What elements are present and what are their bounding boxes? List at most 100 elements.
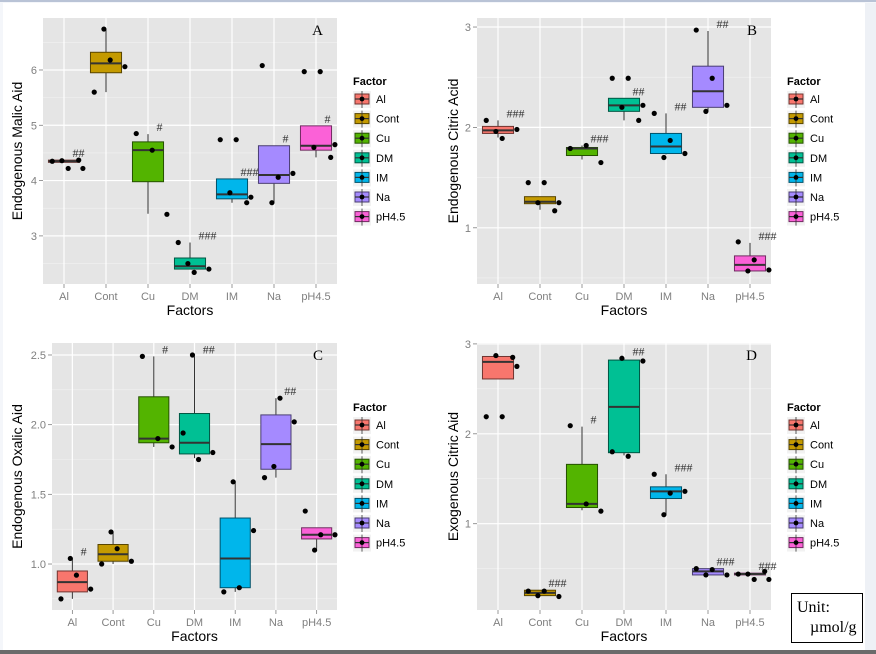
legend-label: DM bbox=[376, 479, 393, 491]
legend-item-Al: Al bbox=[353, 91, 386, 108]
y-tick-label: 3 bbox=[31, 231, 37, 243]
significance-mark: # bbox=[162, 342, 168, 356]
legend-key-point bbox=[793, 175, 799, 180]
data-point bbox=[244, 200, 250, 206]
legend-key-point bbox=[359, 155, 365, 161]
x-tick-label: pH4.5 bbox=[735, 617, 764, 629]
y-tick-label: 1 bbox=[465, 519, 471, 531]
legend-label: Na bbox=[810, 518, 825, 530]
box-Cont: ### bbox=[523, 576, 567, 600]
unit-box: Unit: µmol/g bbox=[791, 593, 863, 643]
data-point bbox=[567, 145, 573, 152]
legend-key-point bbox=[359, 135, 365, 141]
x-tick-label: DM bbox=[181, 291, 198, 303]
data-point bbox=[619, 355, 625, 361]
data-point bbox=[762, 568, 768, 574]
y-tick-label: 6 bbox=[31, 65, 37, 77]
data-point bbox=[583, 501, 589, 507]
box-iqr bbox=[565, 146, 599, 157]
data-point bbox=[682, 488, 688, 494]
box-iqr bbox=[565, 463, 599, 509]
legend: Factor Al Cont Cu DM IM Na pH4.5 bbox=[353, 76, 405, 226]
box-Cu: # bbox=[565, 413, 604, 514]
legend-label: IM bbox=[810, 172, 822, 184]
data-point bbox=[169, 444, 175, 450]
x-tick-label: DM bbox=[615, 291, 632, 303]
data-point bbox=[724, 102, 730, 108]
significance-mark: ### bbox=[549, 576, 567, 590]
legend-key-point bbox=[793, 540, 799, 545]
significance-mark: ## bbox=[675, 99, 687, 113]
significance-mark: ### bbox=[675, 460, 693, 474]
significance-mark: ### bbox=[759, 229, 777, 243]
y-tick-label: 4 bbox=[31, 176, 37, 188]
legend-item-Na: Na bbox=[353, 515, 391, 532]
x-tick-label: Cont bbox=[528, 291, 551, 303]
box-pH4.5: # bbox=[299, 69, 338, 160]
data-point bbox=[65, 165, 71, 172]
data-point bbox=[499, 414, 505, 420]
significance-mark: ## bbox=[73, 146, 85, 160]
legend-key-point bbox=[793, 481, 799, 487]
data-point bbox=[703, 108, 709, 114]
x-tick-label: IM bbox=[660, 617, 672, 629]
legend: Factor Al Cont Cu DM IM Na pH4.5 bbox=[353, 402, 405, 552]
x-axis-title: Factors bbox=[167, 302, 214, 318]
data-point bbox=[332, 142, 338, 148]
legend-label: Cont bbox=[376, 440, 399, 452]
box-DM: ### bbox=[173, 229, 217, 275]
data-point bbox=[724, 572, 730, 578]
data-point bbox=[318, 532, 324, 538]
data-point bbox=[217, 137, 223, 143]
box-Cu: # bbox=[138, 342, 175, 450]
data-point bbox=[185, 260, 191, 267]
box-Na: ## bbox=[260, 384, 297, 481]
data-point bbox=[709, 75, 715, 81]
panel-C: 1.01.52.02.5Al Cont Cu DM IM Na pH4.5## ####CFa… bbox=[9, 342, 405, 644]
data-point bbox=[73, 572, 80, 578]
significance-mark: ### bbox=[717, 555, 735, 569]
x-tick-label: Cont bbox=[528, 617, 551, 629]
panel-letter: B bbox=[747, 23, 757, 39]
legend-key-point bbox=[793, 442, 799, 447]
data-point bbox=[667, 137, 673, 144]
legend-item-pH4.5: pH4.5 bbox=[353, 534, 405, 552]
box-iqr bbox=[131, 141, 165, 183]
y-axis-title: Endogenous Malic Aid bbox=[9, 82, 25, 221]
data-point bbox=[271, 463, 277, 470]
data-point bbox=[261, 475, 268, 481]
x-tick-label: Na bbox=[269, 617, 284, 629]
x-tick-label: Cu bbox=[141, 291, 155, 303]
y-tick-label: 5 bbox=[31, 120, 37, 132]
legend-title: Factor bbox=[353, 402, 387, 414]
data-point bbox=[709, 566, 715, 573]
box-IM: ### bbox=[215, 137, 259, 206]
data-point bbox=[766, 576, 772, 583]
data-point bbox=[180, 430, 186, 436]
legend-key-point bbox=[359, 520, 365, 526]
data-point bbox=[107, 57, 113, 63]
legend-item-Cu: Cu bbox=[353, 130, 390, 148]
legend-title: Factor bbox=[787, 402, 821, 414]
box-iqr bbox=[215, 178, 249, 200]
legend-key-point bbox=[359, 175, 365, 180]
significance-mark: ## bbox=[633, 344, 645, 358]
box-Cu: # bbox=[131, 120, 170, 217]
data-point bbox=[227, 190, 233, 196]
legend-item-pH4.5: pH4.5 bbox=[353, 208, 405, 226]
significance-mark: ### bbox=[507, 106, 525, 120]
legend-key-point bbox=[793, 194, 799, 200]
box-Na: ### bbox=[691, 555, 735, 578]
data-point bbox=[290, 170, 296, 176]
data-point bbox=[155, 435, 161, 442]
x-axis-title: Factors bbox=[171, 628, 218, 644]
data-point bbox=[91, 89, 97, 95]
data-point bbox=[189, 352, 196, 358]
legend-item-Cont: Cont bbox=[787, 110, 833, 128]
legend-item-IM: IM bbox=[353, 169, 388, 187]
legend-key-point bbox=[793, 135, 799, 141]
data-point bbox=[598, 508, 604, 514]
